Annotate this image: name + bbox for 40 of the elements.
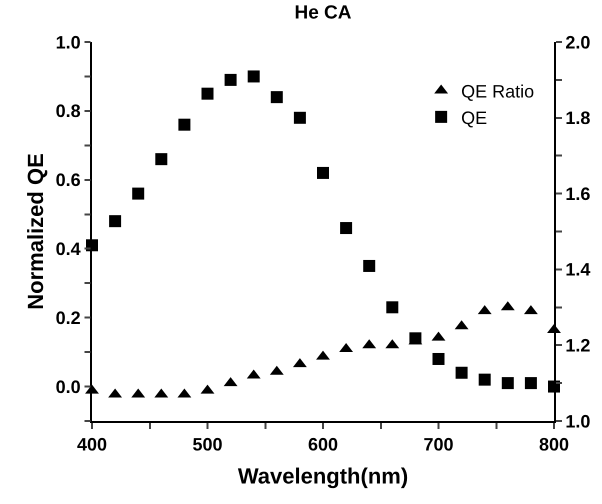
- point: [502, 377, 514, 390]
- point: [294, 112, 306, 124]
- point: [109, 215, 122, 228]
- y-tick-label: 0.2: [56, 308, 81, 328]
- point: [317, 166, 329, 179]
- point: [432, 352, 444, 365]
- y-tick-label: 0.0: [56, 376, 81, 397]
- y-tick-label: 0.6: [56, 170, 81, 190]
- point: [456, 366, 468, 379]
- point: [340, 222, 352, 234]
- x-tick-label: 800: [538, 434, 570, 454]
- point: [202, 88, 214, 100]
- y2-tick-label: 1.2: [565, 336, 590, 356]
- legend-label: QE: [461, 108, 488, 128]
- y-tick-label: 0.8: [56, 101, 81, 122]
- y2-tick-label: 1.0: [565, 411, 590, 432]
- point: [478, 374, 491, 386]
- x-axis-title: Wavelength(nm): [238, 464, 408, 489]
- x-tick-label: 600: [308, 434, 338, 454]
- point: [363, 260, 376, 272]
- x-tick-label: 400: [76, 434, 108, 454]
- chart-title: He CA: [294, 2, 352, 24]
- x-tick-label: 500: [192, 434, 223, 454]
- y-tick-label: 1.0: [56, 32, 81, 52]
- point: [386, 301, 398, 314]
- y2-tick-label: 1.6: [565, 184, 590, 204]
- y2-tick-label: 1.8: [565, 108, 590, 128]
- y-tick-label: 0.4: [56, 239, 81, 260]
- y2-tick-label: 1.4: [565, 260, 590, 280]
- point: [524, 377, 537, 390]
- point: [155, 153, 168, 166]
- point: [178, 118, 190, 131]
- y2-tick-label: 2.0: [565, 32, 590, 52]
- y-axis-title: Normalized QE: [22, 153, 48, 310]
- x-tick-label: 700: [423, 434, 454, 454]
- point: [248, 70, 260, 82]
- point: [224, 74, 237, 86]
- point: [132, 188, 144, 200]
- point: [270, 91, 283, 104]
- legend-label: QE Ratio: [461, 82, 534, 102]
